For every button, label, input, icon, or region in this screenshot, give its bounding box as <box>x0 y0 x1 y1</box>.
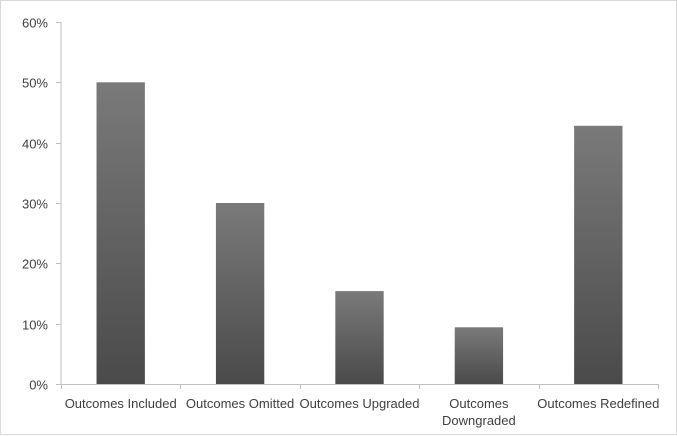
category-label-line: Outcomes Omitted <box>186 396 294 411</box>
y-tick-label: 30% <box>22 197 48 212</box>
x-axis <box>61 384 659 389</box>
bar <box>454 327 504 384</box>
category-label-line: Outcomes <box>449 396 509 411</box>
y-tick-label: 20% <box>22 257 48 272</box>
category-label: Outcomes Upgraded <box>300 396 420 411</box>
bar <box>574 125 623 385</box>
bar <box>335 291 384 384</box>
category-labels: Outcomes Included Outcomes Omitted Outcome… <box>65 396 660 428</box>
y-tick-label: 60% <box>22 16 48 31</box>
category-label: Outcomes Redefined <box>537 396 659 411</box>
bar <box>215 203 265 384</box>
y-tick-label: 0% <box>29 378 48 393</box>
category-label: Outcomes Omitted <box>186 396 294 411</box>
category-label-line: Outcomes Upgraded <box>300 396 420 411</box>
bars <box>96 82 623 385</box>
category-label: Outcomes Included <box>65 396 177 411</box>
bar <box>96 82 145 384</box>
category-label-line: Downgraded <box>442 413 516 428</box>
y-tick-label: 40% <box>22 137 48 152</box>
category-label-line: Outcomes Included <box>65 396 177 411</box>
y-axis: 0% 10% 20% 30% 40% 50% 60% <box>22 16 62 393</box>
y-tick-label: 50% <box>22 76 48 91</box>
y-tick-label: 10% <box>22 318 48 333</box>
category-label-line: Outcomes Redefined <box>537 396 659 411</box>
category-label: Outcomes Downgraded <box>442 396 516 428</box>
